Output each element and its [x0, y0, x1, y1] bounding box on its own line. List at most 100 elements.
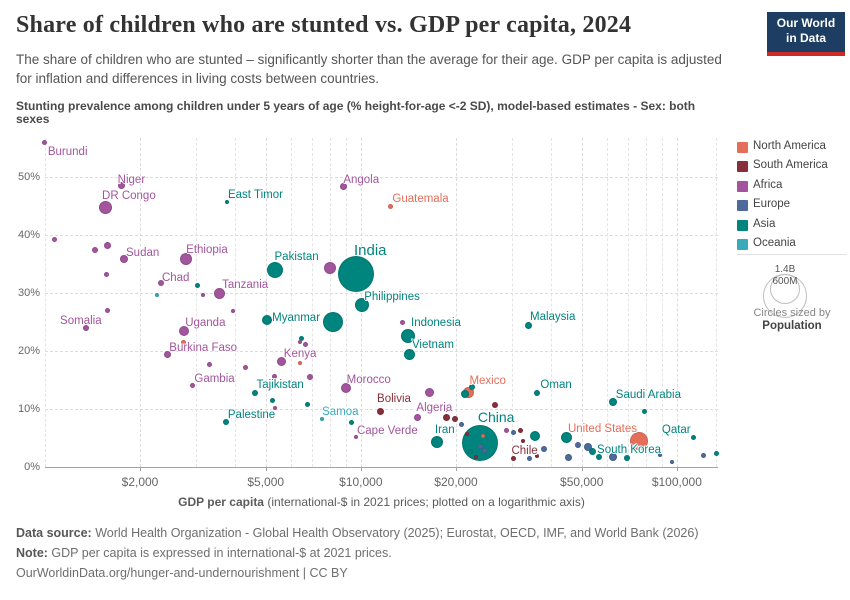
data-point[interactable]	[623, 455, 630, 462]
country-label-pakistan[interactable]: Pakistan	[274, 251, 319, 264]
country-label-indonesia[interactable]: Indonesia	[411, 317, 461, 330]
data-point[interactable]	[270, 398, 276, 404]
data-point-bolivia[interactable]	[376, 408, 384, 416]
country-label-kenya[interactable]: Kenya	[283, 347, 317, 360]
data-point-united-states[interactable]	[630, 431, 649, 450]
data-point[interactable]	[272, 374, 278, 380]
data-point[interactable]	[461, 389, 470, 398]
data-point-sudan[interactable]	[120, 255, 128, 263]
data-point[interactable]	[105, 307, 111, 313]
data-point-pakistan[interactable]	[266, 262, 283, 279]
data-point-chad[interactable]	[157, 279, 164, 286]
data-point[interactable]	[323, 311, 344, 332]
country-label-somalia[interactable]: Somalia	[60, 315, 102, 328]
data-point[interactable]	[324, 261, 337, 274]
data-point[interactable]	[608, 453, 617, 462]
data-point-angola[interactable]	[339, 183, 347, 191]
country-label-sudan[interactable]: Sudan	[126, 247, 160, 259]
data-point[interactable]	[304, 401, 310, 407]
country-label-burkina-faso[interactable]: Burkina Faso	[169, 342, 238, 355]
data-point-oman[interactable]	[534, 390, 541, 397]
data-point-cape-verde[interactable]	[353, 434, 358, 439]
data-point[interactable]	[481, 434, 486, 439]
data-point[interactable]	[481, 448, 487, 454]
data-point[interactable]	[657, 452, 662, 457]
data-point[interactable]	[713, 450, 719, 456]
data-point[interactable]	[154, 293, 159, 298]
data-point[interactable]	[574, 441, 581, 448]
country-label-mexico[interactable]: Mexico	[469, 375, 506, 388]
country-label-morocco[interactable]: Morocco	[346, 373, 391, 386]
country-label-guatemala[interactable]: Guatemala	[392, 193, 449, 206]
data-point-dr-congo[interactable]	[98, 201, 112, 215]
data-point[interactable]	[530, 431, 541, 442]
data-point[interactable]	[180, 339, 186, 345]
data-point[interactable]	[469, 383, 476, 390]
country-label-tajikistan[interactable]: Tajikistan	[256, 379, 304, 392]
data-point-india[interactable]	[337, 256, 374, 293]
data-point-indonesia[interactable]	[401, 329, 416, 344]
data-point-ethiopia[interactable]	[180, 253, 193, 265]
data-point[interactable]	[517, 428, 523, 434]
data-point[interactable]	[510, 429, 516, 435]
data-point[interactable]	[443, 405, 450, 412]
data-point-uganda[interactable]	[179, 326, 190, 337]
data-point[interactable]	[231, 308, 236, 313]
data-point[interactable]	[504, 428, 510, 434]
country-label-gambia[interactable]: Gambia	[194, 373, 235, 386]
data-point[interactable]	[564, 453, 572, 461]
data-point-south-korea[interactable]	[588, 448, 596, 456]
data-point-vietnam[interactable]	[404, 349, 416, 361]
country-label-burundi[interactable]: Burundi	[47, 145, 88, 158]
data-point[interactable]	[452, 415, 459, 422]
country-label-chile[interactable]: Chile	[511, 444, 538, 457]
data-point[interactable]	[458, 421, 464, 427]
owid-logo[interactable]: Our World in Data	[767, 12, 845, 56]
data-point[interactable]	[195, 283, 201, 289]
data-point[interactable]	[534, 453, 539, 458]
data-point[interactable]	[526, 456, 532, 462]
data-point[interactable]	[641, 408, 647, 414]
data-point[interactable]	[467, 449, 473, 455]
country-label-uganda[interactable]: Uganda	[185, 317, 226, 330]
data-point-somalia[interactable]	[83, 325, 90, 332]
data-point-algeria[interactable]	[413, 413, 421, 421]
data-point[interactable]	[201, 293, 206, 298]
data-point[interactable]	[399, 320, 405, 326]
data-point-myanmar[interactable]	[262, 315, 273, 325]
data-point[interactable]	[207, 361, 213, 367]
country-label-china[interactable]: China	[477, 409, 515, 426]
data-point-morocco[interactable]	[340, 382, 351, 393]
data-point-guatemala[interactable]	[387, 203, 393, 209]
data-point[interactable]	[583, 443, 592, 452]
country-label-chad[interactable]: Chad	[161, 271, 190, 284]
data-point-samoa[interactable]	[320, 416, 325, 421]
country-label-philippines[interactable]: Philippines	[364, 290, 420, 303]
data-point[interactable]	[298, 361, 303, 365]
data-point-palestine[interactable]	[222, 419, 229, 426]
data-point[interactable]	[91, 247, 98, 254]
data-point[interactable]	[104, 271, 110, 277]
data-point-chile[interactable]	[510, 456, 516, 462]
data-point[interactable]	[443, 413, 451, 421]
data-point-tanzania[interactable]	[213, 288, 225, 300]
country-label-samoa[interactable]: Samoa	[322, 405, 359, 418]
data-point[interactable]	[306, 373, 313, 380]
data-point[interactable]	[477, 443, 483, 449]
data-point-china[interactable]	[461, 425, 498, 462]
data-point-iran[interactable]	[430, 436, 443, 449]
data-point-niger[interactable]	[118, 182, 126, 190]
country-label-ethiopia[interactable]: Ethiopia	[186, 244, 228, 256]
country-label-tanzania[interactable]: Tanzania	[222, 278, 269, 291]
data-point[interactable]	[700, 453, 706, 459]
country-label-bolivia[interactable]: Bolivia	[377, 392, 411, 405]
data-point[interactable]	[473, 455, 478, 460]
data-point[interactable]	[540, 445, 547, 452]
data-point-kenya[interactable]	[277, 357, 287, 367]
data-point-tajikistan[interactable]	[252, 390, 259, 397]
country-label-palestine[interactable]: Palestine	[227, 409, 276, 422]
country-label-myanmar[interactable]: Myanmar	[272, 312, 321, 324]
data-point-burkina-faso[interactable]	[163, 350, 171, 358]
country-label-saudi-arabia[interactable]: Saudi Arabia	[615, 388, 682, 401]
data-point[interactable]	[492, 401, 499, 408]
